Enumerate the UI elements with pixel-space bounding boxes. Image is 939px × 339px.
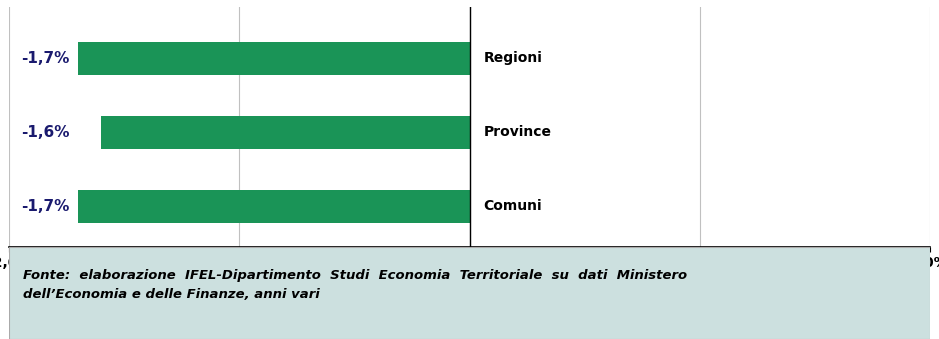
Text: Province: Province (484, 125, 551, 139)
Bar (79, 42, 470, 75)
Text: -1,7%: -1,7% (21, 199, 69, 214)
Text: -1,6%: -1,6% (21, 125, 69, 140)
Text: Regioni: Regioni (484, 52, 542, 65)
Text: Comuni: Comuni (484, 199, 542, 213)
Text: Fonte:  elaborazione  IFEL-Dipartimento  Studi  Economia  Territoriale  su  dati: Fonte: elaborazione IFEL-Dipartimento St… (23, 270, 687, 301)
X-axis label: Var.% retribuzioni di fatto: Var.% retribuzioni di fatto (359, 279, 580, 294)
FancyBboxPatch shape (9, 247, 930, 339)
Bar (79, 190, 470, 223)
Bar (101, 116, 470, 149)
Text: -1,7%: -1,7% (21, 51, 69, 66)
